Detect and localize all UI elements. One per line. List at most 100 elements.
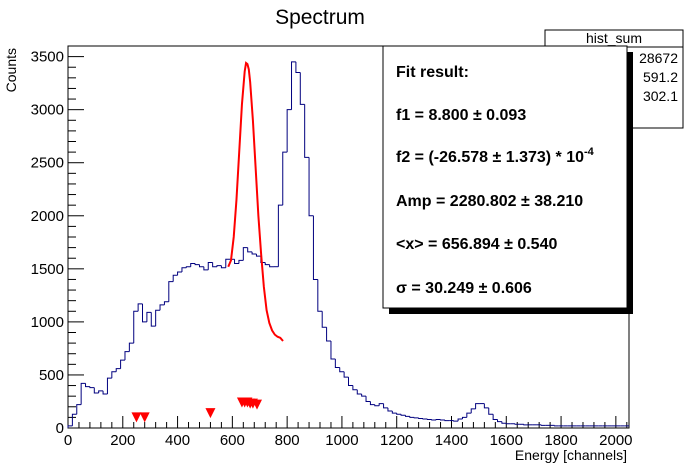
x-tick-label: 200 [110,432,135,449]
histogram-bin [291,61,296,110]
histogram-bin [426,418,432,421]
histogram-bin [98,390,104,393]
histogram-bin [418,417,424,419]
x-tick-label: 1000 [325,432,358,449]
histogram-bin [369,401,375,406]
histogram-bin [304,104,310,158]
histogram-bin [238,259,244,264]
histogram-bin [339,367,345,373]
histogram-group [67,61,629,428]
x-tick-label: 800 [275,432,300,449]
histogram-bin [198,264,204,268]
histogram-bin [247,247,253,253]
histogram-bin [142,303,147,323]
histogram-bin [212,262,218,268]
histogram-bin [111,371,117,379]
fit-mean: <x> = 656.894 ± 0.540 [396,236,557,253]
histogram-bin [334,359,340,369]
histogram-bin [501,421,507,424]
histogram-bin [431,419,437,421]
histogram-bin [216,265,222,267]
x-tick-label: 400 [165,432,190,449]
y-tick-label: 500 [39,367,64,384]
histogram-bin [553,425,559,427]
histogram-bin [317,279,323,312]
histogram-bin [391,411,397,414]
stats-title: hist_sum [586,30,642,46]
x-tick-label: 1800 [544,432,577,449]
histogram-bin [177,271,182,276]
histogram-bin [282,151,288,206]
stats-entries: 28672 [639,50,678,66]
histogram-bin [137,303,143,312]
fit-f2: f2 = (-26.578 ± 1.373) * 10-4 [396,146,595,166]
histogram-bin [444,420,450,422]
histogram-bin [383,403,388,409]
histogram-bin [89,386,95,389]
stats-stddev: 302.1 [643,88,678,104]
histogram-bin [150,312,156,327]
y-tick-label: 2000 [31,208,64,225]
histogram-bin [461,416,467,419]
histogram-bin [264,262,270,266]
histogram-bin [168,281,174,302]
x-axis-label: Energy [channels] [515,447,627,463]
histogram-bin [505,423,511,425]
x-tick-label: 600 [220,432,245,449]
peak-marker [139,412,150,423]
fit-sigma: σ = 30.249 ± 0.606 [396,280,532,297]
histogram-bin [225,258,231,268]
histogram-bin [523,424,529,426]
peak-marker [252,399,263,410]
histogram-bin [470,408,476,414]
y-tick-label: 1500 [31,261,64,278]
histogram-bin [194,263,200,266]
histogram-bin [120,359,125,369]
fit-amp: Amp = 2280.802 ± 38.210 [396,193,583,210]
histogram-bin [352,385,358,391]
x-tick-label: 0 [64,432,72,449]
histogram-bin [85,383,90,388]
histogram-bin [159,304,165,311]
histogram-bin [269,264,274,268]
fit-curve [227,61,284,342]
histogram-bin [133,310,139,344]
x-tick-label: 1600 [490,432,523,449]
histogram-bin [255,253,261,257]
histogram-bin [400,414,406,416]
histogram-bin [343,371,349,378]
stats-mean: 591.2 [643,69,678,85]
histogram-bin [172,274,178,282]
histogram-bin [348,377,353,387]
histogram-bin [220,265,226,269]
histogram-bin [378,403,384,406]
histogram-bin [312,215,318,280]
histogram-bin [404,415,410,417]
histogram-bin [71,413,77,426]
histogram-bin [488,407,494,415]
histogram-bin [295,61,301,74]
peak-marker [131,412,142,423]
chart-title: Spectrum [275,6,365,29]
histogram-bin [67,425,73,428]
histogram-bin [374,404,380,407]
peak-markers-group [131,397,263,423]
histogram-bin [514,423,520,425]
histogram-bin [475,403,480,409]
histogram-bin [365,396,371,402]
histogram-bin [326,327,331,342]
histogram-bin [93,387,99,394]
y-tick-label: 1000 [31,314,64,331]
fit-f2-main: f2 = (-26.578 ± 1.373) * 10 [396,149,584,166]
histogram-bin [234,259,239,265]
histogram-bin [457,418,463,422]
histogram-bin [492,414,498,421]
histogram-bin [128,342,134,352]
histogram-bin [422,418,428,420]
y-axis-label: Counts [3,48,19,92]
histogram-bin [286,109,292,153]
histogram-bin [124,351,130,361]
fit-f1: f1 = 8.800 ± 0.093 [396,107,526,124]
y-tick-label: 3500 [31,49,64,66]
